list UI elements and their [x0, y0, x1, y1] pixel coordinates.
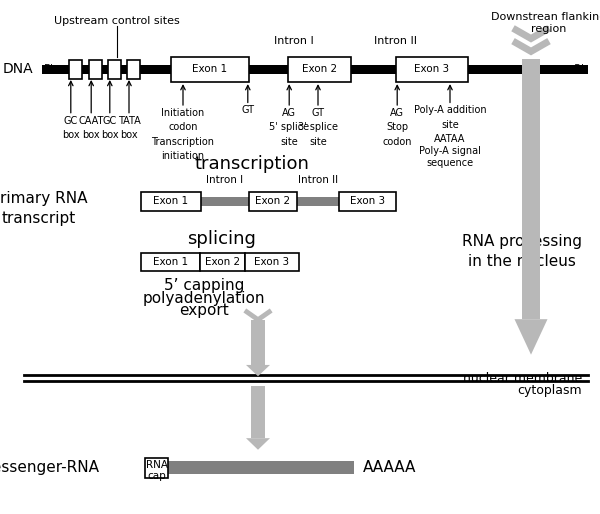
Text: box: box	[101, 130, 119, 140]
Bar	[245, 253, 299, 271]
Text: Exon 3: Exon 3	[254, 257, 289, 267]
Text: AG: AG	[390, 108, 404, 118]
Text: polyadenylation: polyadenylation	[143, 290, 265, 306]
Text: Initiation: Initiation	[161, 108, 205, 118]
Text: site: site	[309, 137, 327, 146]
Text: GT: GT	[311, 108, 325, 118]
Bar	[297, 197, 339, 206]
Text: CAAT: CAAT	[79, 116, 104, 125]
Text: nuclear membrane: nuclear membrane	[463, 372, 582, 385]
Text: Intron II: Intron II	[298, 175, 338, 186]
Text: RNA: RNA	[146, 460, 167, 470]
Polygon shape	[515, 319, 548, 355]
Text: Primary RNA
transcript: Primary RNA transcript	[0, 191, 87, 226]
Text: initiation: initiation	[161, 151, 205, 161]
Bar	[127, 60, 140, 79]
Bar	[522, 59, 540, 319]
Bar	[249, 192, 297, 211]
Text: Exon 2: Exon 2	[302, 64, 337, 75]
Text: GT: GT	[241, 105, 254, 115]
Text: codon: codon	[168, 122, 198, 132]
Bar	[89, 60, 102, 79]
Text: Poly-A addition: Poly-A addition	[413, 105, 487, 115]
Text: 5’ capping: 5’ capping	[164, 278, 244, 293]
Text: 5' splice: 5' splice	[269, 122, 309, 132]
Text: site: site	[280, 137, 298, 146]
Text: AG: AG	[282, 108, 296, 118]
Bar	[339, 192, 396, 211]
Text: 3' splice: 3' splice	[298, 122, 338, 132]
Text: -3': -3'	[571, 64, 585, 75]
Text: TATA: TATA	[118, 116, 140, 125]
Text: cytoplasm: cytoplasm	[517, 384, 582, 397]
Text: Intron II: Intron II	[374, 36, 418, 46]
Bar	[288, 57, 351, 82]
Bar	[69, 60, 82, 79]
Text: Exon 2: Exon 2	[256, 196, 290, 207]
Bar	[251, 386, 265, 438]
Text: box: box	[62, 130, 80, 140]
Bar	[141, 253, 200, 271]
Text: Exon 1: Exon 1	[193, 64, 227, 75]
Bar	[200, 253, 245, 271]
Text: GC: GC	[64, 116, 78, 125]
Text: Transcription: Transcription	[151, 137, 215, 146]
Text: RNA processing
in the nucleus: RNA processing in the nucleus	[462, 234, 582, 269]
Text: box: box	[120, 130, 138, 140]
Text: box: box	[82, 130, 100, 140]
Polygon shape	[246, 365, 270, 376]
Bar	[141, 192, 201, 211]
Text: AAAAA: AAAAA	[363, 460, 416, 475]
Text: Upstream control sites: Upstream control sites	[54, 15, 180, 26]
Polygon shape	[246, 438, 270, 450]
Text: Downstrean flanking
region: Downstrean flanking region	[491, 12, 600, 34]
Text: Exon 3: Exon 3	[415, 64, 449, 75]
Text: Exon 3: Exon 3	[350, 196, 385, 207]
Text: cap: cap	[147, 471, 166, 481]
Bar	[168, 461, 354, 474]
Bar	[42, 65, 588, 74]
Text: Exon 1: Exon 1	[153, 257, 188, 267]
Text: messenger-RNA: messenger-RNA	[0, 460, 100, 475]
Text: Intron I: Intron I	[274, 36, 314, 46]
Text: splicing: splicing	[188, 230, 256, 248]
Bar	[145, 458, 168, 478]
Bar	[171, 57, 249, 82]
Text: GC: GC	[103, 116, 117, 125]
Bar	[251, 320, 265, 365]
Text: Exon 1: Exon 1	[154, 196, 188, 207]
Bar	[108, 60, 121, 79]
Text: Intron I: Intron I	[206, 175, 244, 186]
Bar	[396, 57, 468, 82]
Text: Stop: Stop	[386, 122, 408, 132]
Text: export: export	[179, 303, 229, 319]
Text: AATAA
Poly-A signal
sequence: AATAA Poly-A signal sequence	[419, 134, 481, 169]
Text: site: site	[441, 120, 459, 130]
Text: DNA: DNA	[3, 62, 34, 77]
Text: Exon 2: Exon 2	[205, 257, 240, 267]
Text: codon: codon	[382, 137, 412, 146]
Text: 5'-: 5'-	[43, 64, 58, 75]
Bar	[201, 197, 249, 206]
Text: transcription: transcription	[194, 155, 310, 174]
